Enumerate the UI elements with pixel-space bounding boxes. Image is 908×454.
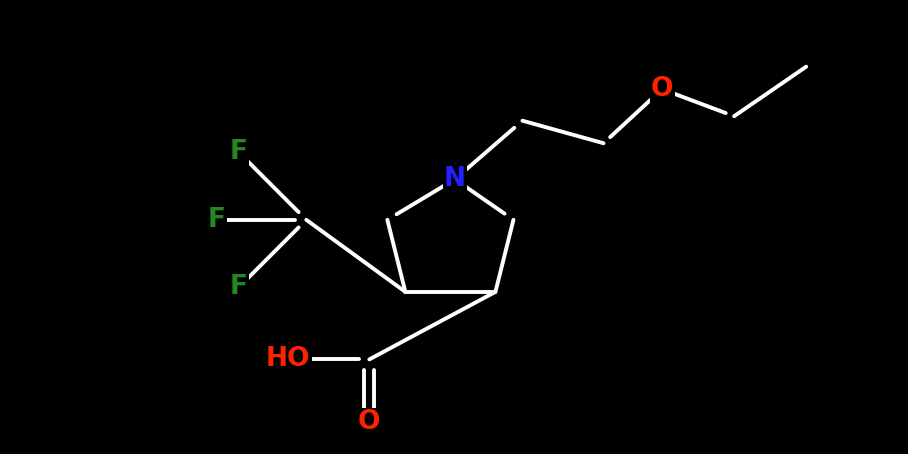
Text: O: O [358,410,380,435]
Text: HO: HO [266,346,311,372]
Text: F: F [207,207,225,233]
Text: F: F [230,139,248,165]
Text: F: F [230,274,248,301]
Text: N: N [444,166,466,192]
Text: O: O [651,76,674,102]
